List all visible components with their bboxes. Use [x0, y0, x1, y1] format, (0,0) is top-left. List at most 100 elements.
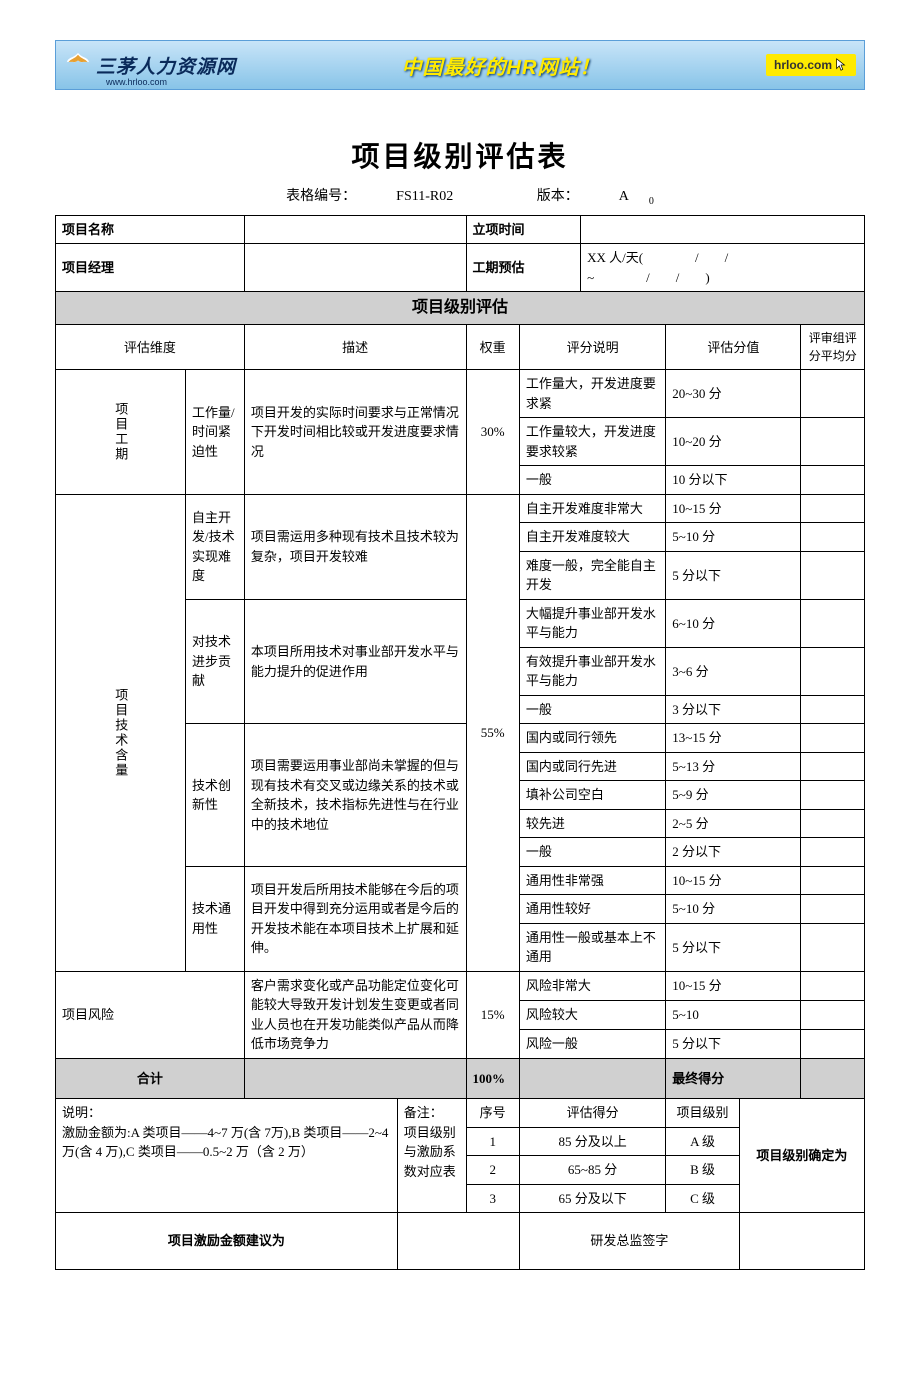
- tech-2-1-desc: 国内或同行先进: [519, 752, 665, 781]
- total-blank-2: [519, 1058, 665, 1099]
- page-title: 项目级别评估表: [0, 135, 920, 175]
- bonus-value[interactable]: [397, 1213, 519, 1270]
- risk-0-desc: 风险非常大: [519, 971, 665, 1000]
- project-name-value[interactable]: [244, 215, 466, 244]
- sub-duration: 工作量/时间紧迫性: [186, 370, 245, 495]
- project-name-label: 项目名称: [56, 215, 245, 244]
- banner-badge[interactable]: hrloo.com: [766, 54, 856, 76]
- hdr-score-desc: 评分说明: [519, 325, 665, 370]
- weight-tech: 55%: [466, 494, 519, 971]
- risk-2-desc: 风险一般: [519, 1029, 665, 1058]
- final-label: 最终得分: [666, 1058, 801, 1099]
- version: 版本：A0: [517, 185, 654, 207]
- dur-item-1-avg[interactable]: [801, 418, 865, 466]
- tech-1-2-score: 3 分以下: [666, 695, 801, 724]
- risk-1-score: 5~10: [666, 1000, 801, 1029]
- init-time-value[interactable]: [581, 215, 865, 244]
- tech-sub-0: 自主开发/技术实现难度: [186, 494, 245, 599]
- total-weight: 100%: [466, 1058, 519, 1099]
- tech-2-3-desc: 较先进: [519, 809, 665, 838]
- cat-duration: 项目工期: [56, 370, 186, 495]
- tech-sub-3: 技术通用性: [186, 866, 245, 971]
- subtitle: 表格编号：FS11-R02 版本：A0: [0, 185, 920, 207]
- tech-3-2-avg[interactable]: [801, 923, 865, 971]
- tech-0-2-avg[interactable]: [801, 551, 865, 599]
- tech-sub-1: 对技术进步贡献: [186, 599, 245, 724]
- tech-3-0-desc: 通用性非常强: [519, 866, 665, 895]
- grade-1-seq: 1: [466, 1127, 519, 1156]
- tech-2-1-avg[interactable]: [801, 752, 865, 781]
- dur-item-0-score: 20~30 分: [666, 370, 801, 418]
- tech-2-0-avg[interactable]: [801, 724, 865, 753]
- evaluation-table: 项目名称 立项时间 项目经理 工期预估 XX 人/天( / / ~ / / ) …: [55, 215, 865, 1270]
- tech-desc-0: 项目需运用多种现有技术且技术较为复杂，项目开发较难: [244, 494, 466, 599]
- banner-brand: 三茅人力资源网 www.hrloo.com: [56, 51, 236, 79]
- cursor-icon: [834, 58, 848, 72]
- cat-risk: 项目风险: [56, 971, 245, 1058]
- tech-0-0-score: 10~15 分: [666, 494, 801, 523]
- brand-url: www.hrloo.com: [106, 77, 167, 87]
- level-header: 项目级别: [666, 1099, 740, 1128]
- tech-3-0-avg[interactable]: [801, 866, 865, 895]
- tech-0-2-score: 5 分以下: [666, 551, 801, 599]
- total-label: 合计: [56, 1058, 245, 1099]
- grade-2-level: B 级: [666, 1156, 740, 1185]
- tech-2-2-avg[interactable]: [801, 781, 865, 810]
- dur-item-0-desc: 工作量大，开发进度要求紧: [519, 370, 665, 418]
- dur-item-2-avg[interactable]: [801, 466, 865, 495]
- tech-2-4-avg[interactable]: [801, 838, 865, 867]
- level-result-label[interactable]: 项目级别确定为: [739, 1099, 864, 1213]
- dur-item-0-avg[interactable]: [801, 370, 865, 418]
- brand-text: 三茅人力资源网: [96, 52, 236, 79]
- cat-tech: 项目技术含量: [56, 494, 186, 971]
- tech-3-1-desc: 通用性较好: [519, 895, 665, 924]
- risk-1-desc: 风险较大: [519, 1000, 665, 1029]
- tech-3-1-score: 5~10 分: [666, 895, 801, 924]
- grade-3-level: C 级: [666, 1184, 740, 1213]
- tech-0-0-avg[interactable]: [801, 494, 865, 523]
- hdr-dimension: 评估维度: [56, 325, 245, 370]
- tech-0-2-desc: 难度一般，完全能自主开发: [519, 551, 665, 599]
- risk-2-avg[interactable]: [801, 1029, 865, 1058]
- duration-value[interactable]: XX 人/天( / / ~ / / ): [581, 244, 865, 292]
- banner-slogan-wrap: 中国最好的HR网站！: [236, 51, 766, 80]
- tech-1-1-avg[interactable]: [801, 647, 865, 695]
- logo-icon: [64, 51, 92, 79]
- dur-item-2-score: 10 分以下: [666, 466, 801, 495]
- tech-2-4-score: 2 分以下: [666, 838, 801, 867]
- weight-duration: 30%: [466, 370, 519, 495]
- director-value[interactable]: [739, 1213, 864, 1270]
- risk-1-avg[interactable]: [801, 1000, 865, 1029]
- risk-0-avg[interactable]: [801, 971, 865, 1000]
- badge-text: hrloo.com: [774, 58, 832, 72]
- desc-duration: 项目开发的实际时间要求与正常情况下开发时间相比较或开发进度要求情况: [244, 370, 466, 495]
- tech-0-0-desc: 自主开发难度非常大: [519, 494, 665, 523]
- bonus-label: 项目激励金额建议为: [56, 1213, 398, 1270]
- top-banner: 三茅人力资源网 www.hrloo.com 中国最好的HR网站！ hrloo.c…: [55, 40, 865, 90]
- pm-value[interactable]: [244, 244, 466, 292]
- final-value[interactable]: [801, 1058, 865, 1099]
- tech-1-0-score: 6~10 分: [666, 599, 801, 647]
- tech-desc-2: 项目需要运用事业部尚未掌握的但与现有技术有交叉或边缘关系的技术或全新技术，技术指…: [244, 724, 466, 867]
- tech-1-0-avg[interactable]: [801, 599, 865, 647]
- tech-1-2-avg[interactable]: [801, 695, 865, 724]
- hdr-score-value: 评估分值: [666, 325, 801, 370]
- tech-0-1-avg[interactable]: [801, 523, 865, 552]
- tech-desc-3: 项目开发后所用技术能够在今后的项目开发中得到充分运用或者是今后的开发技术能在本项…: [244, 866, 466, 971]
- tech-0-1-desc: 自主开发难度较大: [519, 523, 665, 552]
- tech-2-3-score: 2~5 分: [666, 809, 801, 838]
- dur-item-1-score: 10~20 分: [666, 418, 801, 466]
- weight-risk: 15%: [466, 971, 519, 1058]
- dur-item-2-desc: 一般: [519, 466, 665, 495]
- tech-desc-1: 本项目所用技术对事业部开发水平与能力提升的促进作用: [244, 599, 466, 724]
- tech-2-3-avg[interactable]: [801, 809, 865, 838]
- dur-item-1-desc: 工作量较大，开发进度要求较紧: [519, 418, 665, 466]
- grade-3-score: 65 分及以下: [519, 1184, 665, 1213]
- tech-1-0-desc: 大幅提升事业部开发水平与能力: [519, 599, 665, 647]
- duration-label: 工期预估: [466, 244, 581, 292]
- tech-1-1-desc: 有效提升事业部开发水平与能力: [519, 647, 665, 695]
- slogan-text: 中国最好的HR网站！: [402, 51, 601, 80]
- grade-1-score: 85 分及以上: [519, 1127, 665, 1156]
- hdr-review-avg: 评审组评分平均分: [801, 325, 865, 370]
- tech-3-1-avg[interactable]: [801, 895, 865, 924]
